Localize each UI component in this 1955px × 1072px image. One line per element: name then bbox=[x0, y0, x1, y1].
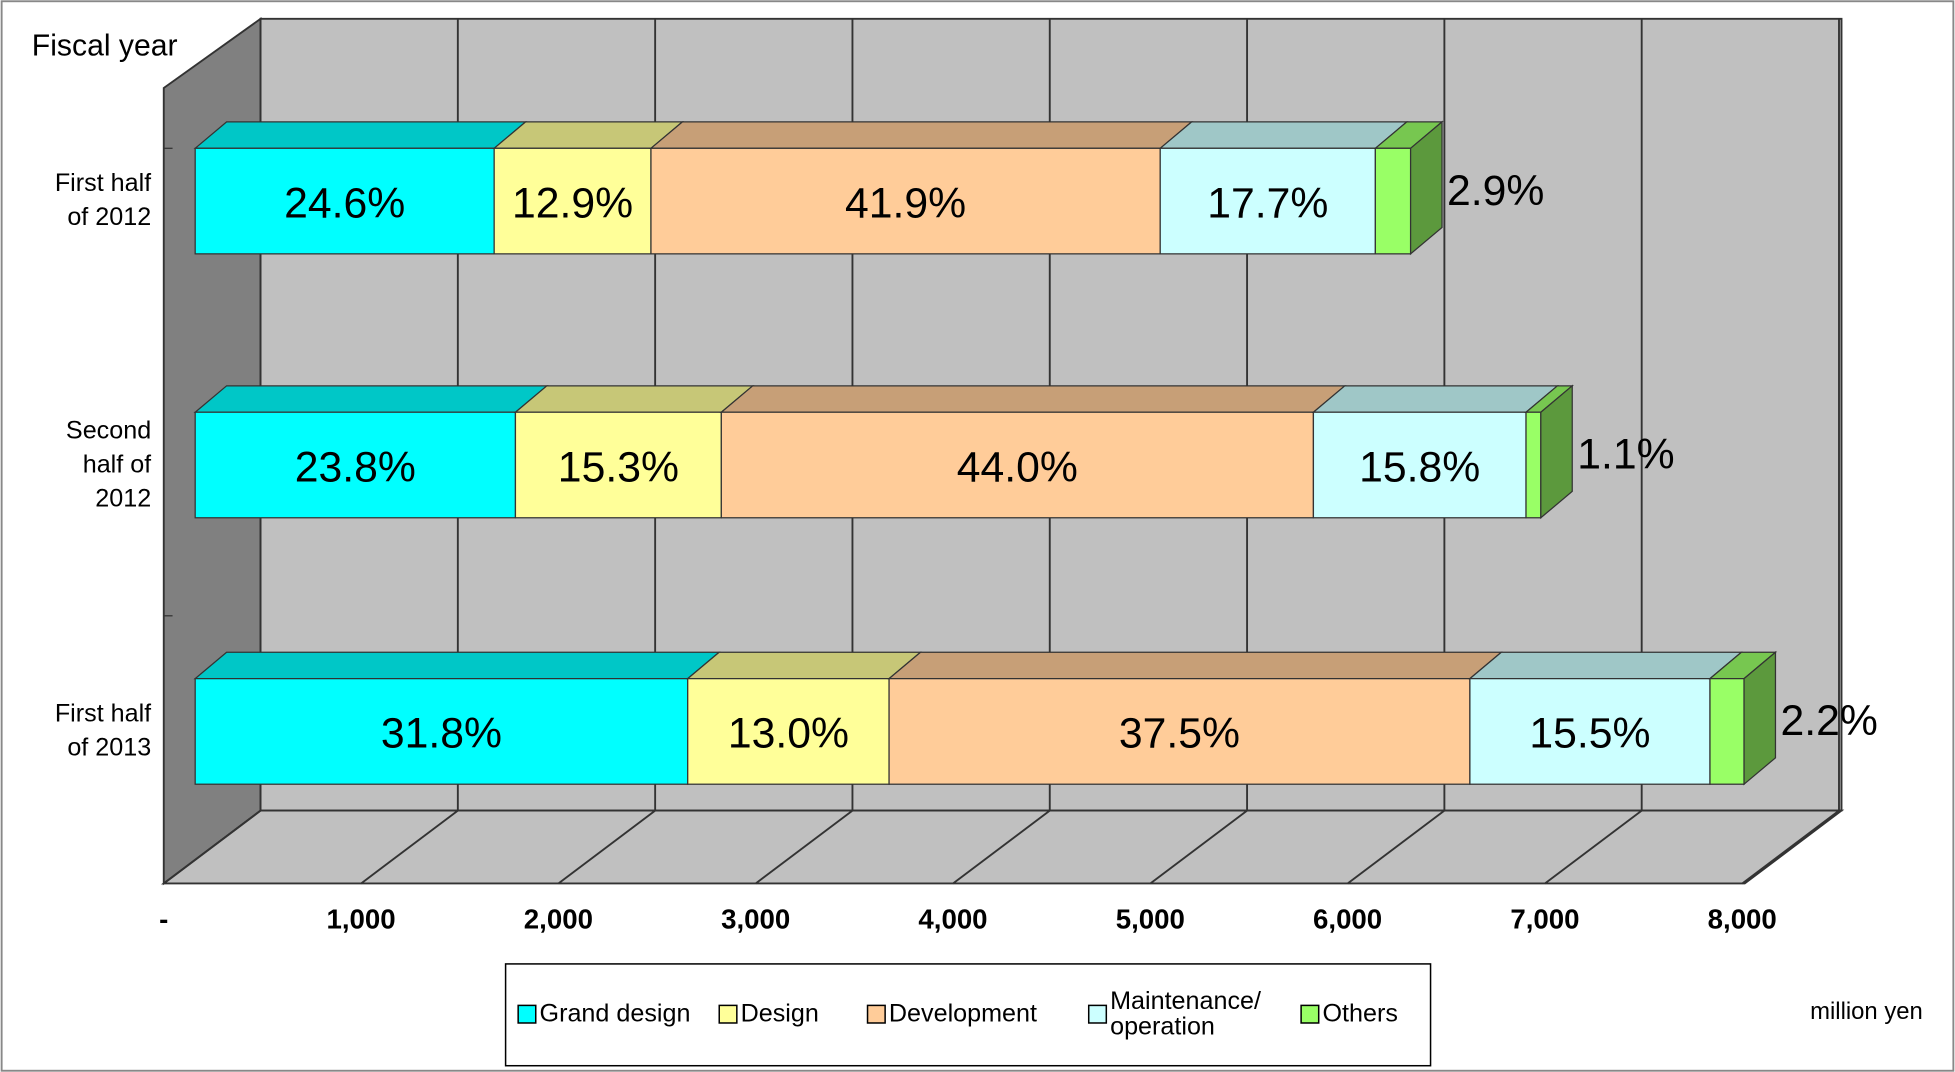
bar bbox=[194, 411, 517, 519]
legend-swatch bbox=[1087, 1004, 1108, 1024]
bar bbox=[1469, 678, 1711, 785]
y-tick-label: First half of 2012 bbox=[54, 169, 152, 232]
legend-swatch bbox=[517, 1004, 537, 1024]
y-tick-label: First half of 2013 bbox=[54, 700, 152, 762]
y-tick-label: Second half of 2012 bbox=[65, 416, 152, 513]
data-label: 24.6% bbox=[284, 179, 405, 227]
bar bbox=[1312, 411, 1527, 519]
data-label: 15.5% bbox=[1529, 710, 1650, 758]
legend-box bbox=[504, 963, 1432, 1067]
x-tick-label: 1,000 bbox=[326, 903, 395, 934]
x-tick-label: 6,000 bbox=[1313, 903, 1382, 934]
bar bbox=[1159, 147, 1376, 255]
bar-side bbox=[1409, 120, 1443, 256]
bar-top bbox=[1468, 651, 1744, 680]
x-tick-label: 2,000 bbox=[524, 903, 593, 934]
floor-grid-line bbox=[755, 809, 854, 885]
bar bbox=[1374, 147, 1412, 255]
bar-top bbox=[513, 385, 755, 413]
bar bbox=[888, 678, 1471, 785]
legend-label: Grand design bbox=[539, 1000, 691, 1029]
legend-label: Maintenance/ operation bbox=[1110, 987, 1261, 1041]
bar bbox=[493, 147, 652, 255]
x-tick-label: 4,000 bbox=[918, 903, 987, 934]
bar-top bbox=[193, 121, 528, 149]
bar-top bbox=[492, 121, 685, 149]
floor-grid-line bbox=[163, 809, 262, 885]
legend-label: Development bbox=[888, 1000, 1037, 1029]
data-label: 2.9% bbox=[1447, 167, 1544, 215]
data-label: 12.9% bbox=[512, 179, 633, 227]
x-tick-label: 7,000 bbox=[1510, 903, 1579, 934]
data-label: 17.7% bbox=[1207, 179, 1328, 227]
data-label: 15.8% bbox=[1359, 443, 1480, 491]
bar-top bbox=[193, 385, 549, 413]
bar bbox=[650, 147, 1161, 255]
bar bbox=[720, 411, 1315, 519]
floor-grid-line bbox=[952, 809, 1051, 885]
floor-grid-line bbox=[1347, 809, 1445, 885]
legend-label: Design bbox=[740, 1000, 819, 1029]
bar bbox=[514, 411, 722, 519]
data-label: 41.9% bbox=[845, 179, 966, 227]
legend-label-box: Development bbox=[888, 1000, 1037, 1029]
legend-label-box: Design bbox=[740, 1000, 819, 1029]
x-tick-label: 3,000 bbox=[721, 903, 790, 934]
data-label: 2.2% bbox=[1780, 697, 1877, 745]
data-label: 1.1% bbox=[1577, 431, 1674, 479]
floor-grid-line bbox=[360, 809, 459, 885]
data-label: 13.0% bbox=[728, 710, 849, 758]
y-tick-label-box: First half of 2012 bbox=[54, 169, 152, 232]
legend-label-box: Others bbox=[1322, 1000, 1398, 1029]
bar-top bbox=[887, 651, 1504, 680]
legend-label: Others bbox=[1322, 1000, 1398, 1029]
data-label: 37.5% bbox=[1119, 710, 1240, 758]
data-label: 31.8% bbox=[381, 710, 502, 758]
legend-swatch bbox=[718, 1004, 738, 1024]
bar-top bbox=[719, 385, 1347, 413]
y-tick-label-box: First half of 2013 bbox=[54, 700, 152, 762]
x-tick-label: 8,000 bbox=[1708, 903, 1777, 934]
legend-label-box: Grand design bbox=[539, 1000, 691, 1029]
data-label: 44.0% bbox=[957, 443, 1078, 491]
bar bbox=[194, 678, 689, 785]
legend-label-box: Maintenance/ operation bbox=[1110, 987, 1261, 1041]
bar-side bbox=[1743, 650, 1777, 786]
floor-grid-line bbox=[1149, 809, 1248, 885]
y-axis-title: Fiscal year bbox=[32, 30, 178, 63]
data-label: 15.3% bbox=[558, 443, 679, 491]
x-tick-label: 5,000 bbox=[1116, 903, 1185, 934]
y-tick-label-box: Second half of 2012 bbox=[65, 416, 152, 513]
floor-grid-line bbox=[557, 809, 656, 885]
x-axis-unit: million yen bbox=[1810, 998, 1923, 1025]
bar bbox=[687, 678, 890, 785]
bar bbox=[1709, 678, 1745, 785]
bar-side bbox=[1540, 384, 1573, 520]
bar bbox=[194, 147, 495, 255]
legend-swatch bbox=[866, 1004, 886, 1024]
data-label: 23.8% bbox=[295, 443, 416, 491]
floor-grid-line bbox=[1544, 809, 1643, 885]
bar-top bbox=[1158, 121, 1409, 149]
bar-top bbox=[193, 651, 721, 680]
floor-grid-line bbox=[1741, 809, 1840, 885]
bar-top bbox=[685, 651, 923, 680]
x-tick-label: - bbox=[159, 903, 168, 934]
bar-top bbox=[1311, 385, 1560, 413]
bar bbox=[1525, 411, 1542, 519]
bar-top bbox=[649, 121, 1194, 149]
legend-swatch bbox=[1300, 1004, 1320, 1024]
